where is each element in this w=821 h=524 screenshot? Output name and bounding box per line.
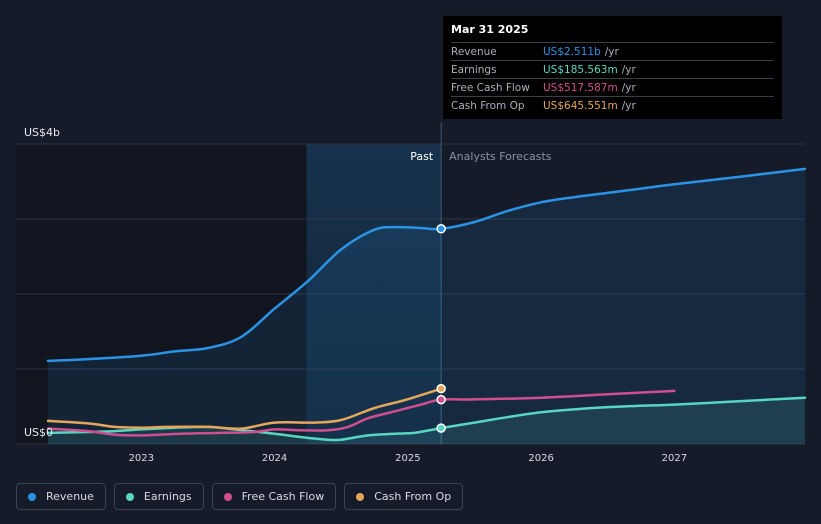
tooltip: Mar 31 2025 Revenue US$2.511b /yr Earnin… (443, 16, 782, 119)
x-tick-label: 2023 (129, 453, 154, 464)
legend-dot-icon (125, 492, 134, 501)
x-tick-label: 2027 (662, 453, 687, 464)
free-cash-flow-line (46, 389, 676, 437)
tooltip-row-cash-from-op: Cash From Op US$645.551m /yr (451, 96, 774, 114)
tooltip-label: Cash From Op (451, 99, 525, 112)
tooltip-label: Free Cash Flow (451, 81, 530, 94)
tooltip-row-free-cash-flow: Free Cash Flow US$517.587m /yr (451, 78, 774, 96)
legend: Revenue Earnings Free Cash Flow Cash Fro… (16, 483, 464, 510)
x-tick-label: 2024 (262, 453, 287, 464)
past-label: Past (410, 150, 434, 163)
tooltip-unit: /yr (621, 81, 636, 94)
revenue-marker (436, 224, 446, 234)
cash-from-op-line (46, 387, 443, 430)
tooltip-label: Revenue (451, 45, 497, 58)
legend-item-earnings[interactable]: Earnings (113, 483, 204, 510)
legend-label: Cash From Op (374, 490, 452, 503)
tooltip-unit: /yr (621, 99, 636, 112)
legend-label: Earnings (143, 490, 192, 503)
tooltip-value: US$645.551m (543, 99, 618, 112)
y-zero-label: US$0 (24, 426, 53, 439)
tooltip-unit: /yr (604, 45, 619, 58)
earnings-marker (436, 423, 446, 433)
revenue-area (48, 168, 805, 444)
y-max-label: US$4b (24, 126, 60, 139)
free-cash-flow-marker (436, 394, 446, 405)
tooltip-value: US$517.587m (543, 81, 618, 94)
legend-item-free-cash-flow[interactable]: Free Cash Flow (211, 483, 337, 510)
legend-dot-icon (223, 492, 232, 501)
tooltip-unit: /yr (621, 63, 636, 76)
tooltip-date: Mar 31 2025 (451, 23, 529, 36)
legend-dot-icon (28, 492, 36, 501)
legend-dot-icon (356, 492, 365, 501)
legend-item-revenue[interactable]: Revenue (16, 483, 106, 510)
tooltip-value: US$2.511b (543, 45, 601, 58)
x-tick-label: 2025 (395, 453, 420, 464)
tooltip-row-revenue: Revenue US$2.511b /yr (451, 42, 774, 60)
earnings-line (46, 396, 807, 442)
legend-label: Revenue (46, 490, 94, 503)
revenue-line (46, 167, 807, 363)
tooltip-value: US$185.563m (543, 63, 618, 76)
forecast-label: Analysts Forecasts (449, 150, 552, 163)
legend-item-cash-from-op[interactable]: Cash From Op (344, 483, 464, 510)
legend-label: Free Cash Flow (241, 490, 325, 503)
tooltip-label: Earnings (451, 63, 497, 76)
cash-from-op-marker (436, 383, 446, 394)
x-tick-label: 2026 (528, 453, 553, 464)
tooltip-row-earnings: Earnings US$185.563m /yr (451, 60, 774, 78)
